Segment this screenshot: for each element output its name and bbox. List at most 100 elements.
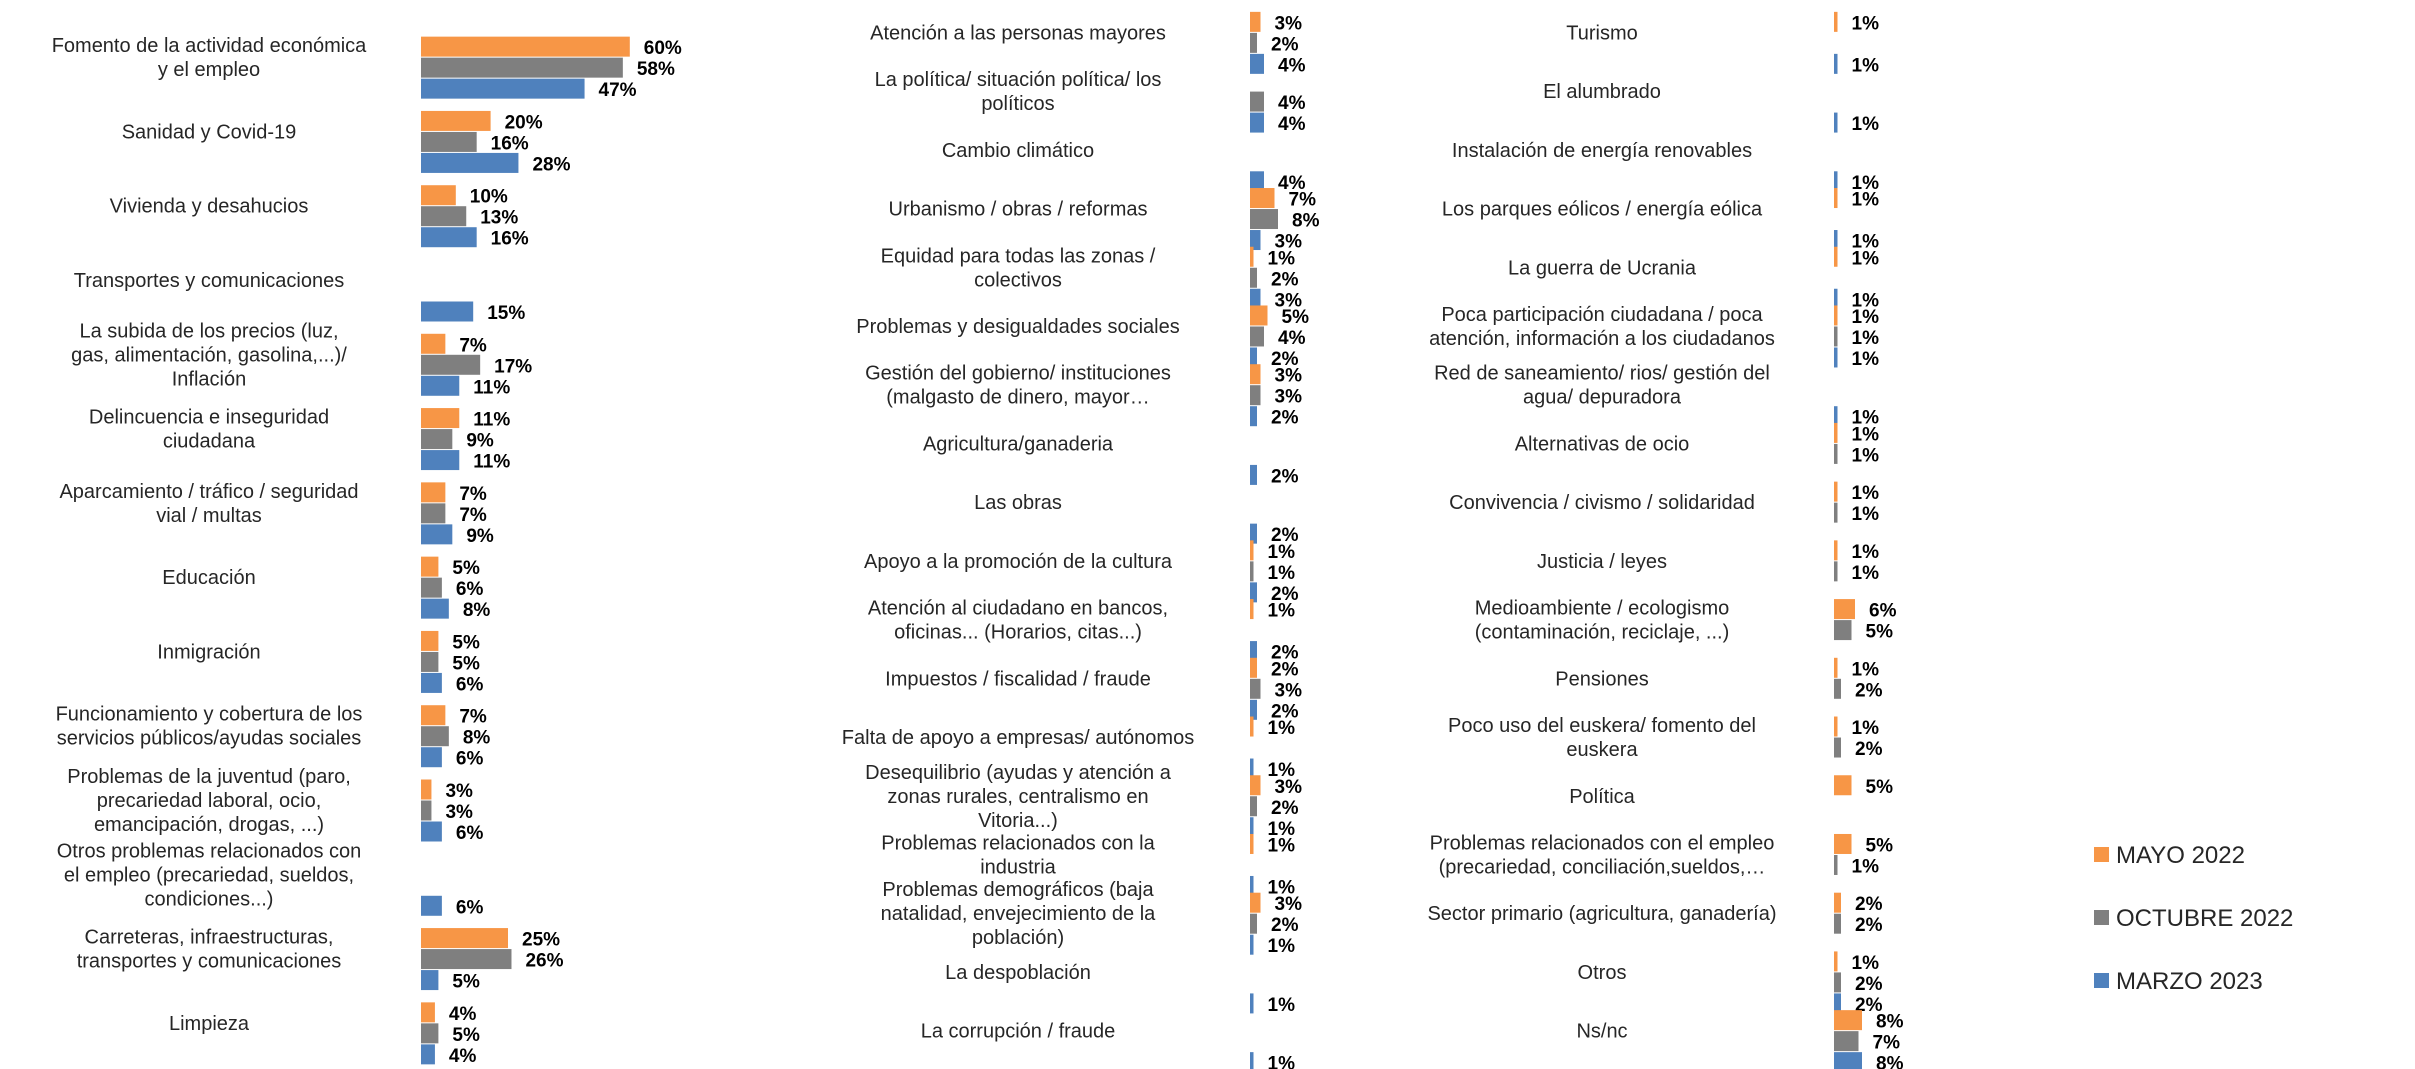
data-label: 7% — [459, 505, 487, 526]
data-label: 3% — [445, 781, 473, 802]
data-label: 9% — [466, 526, 494, 547]
bar — [421, 408, 460, 429]
data-label: 2% — [1271, 798, 1299, 819]
data-label: 1% — [1852, 445, 1880, 466]
data-label: 1% — [1852, 114, 1880, 135]
bar — [1834, 599, 1855, 620]
data-label: 20% — [505, 112, 543, 133]
category-label: Delincuencia e inseguridad ciudadana — [89, 407, 329, 453]
bar — [1250, 833, 1254, 854]
data-label: 1% — [1852, 307, 1880, 328]
legend-label: MARZO 2023 — [2116, 968, 2263, 995]
bar — [1834, 775, 1852, 796]
bar — [1250, 385, 1261, 406]
data-label: 1% — [1852, 953, 1880, 974]
bar — [1834, 993, 1841, 1014]
bar — [1834, 913, 1841, 934]
bar — [1250, 657, 1257, 678]
data-label: 4% — [1278, 173, 1306, 194]
data-label: 2% — [1855, 894, 1883, 915]
category-label: Problemas demográficos (baja natalidad, e… — [881, 879, 1157, 949]
data-label: 3% — [1275, 232, 1303, 253]
data-label: 1% — [1852, 328, 1880, 349]
data-label: 6% — [456, 749, 484, 770]
data-label: 7% — [1873, 1033, 1901, 1054]
data-label: 1% — [1852, 408, 1880, 429]
bar — [1834, 171, 1838, 192]
data-label: 1% — [1852, 232, 1880, 253]
data-label: 5% — [452, 1025, 480, 1046]
data-label: 1% — [1268, 248, 1296, 269]
bar — [1834, 678, 1841, 699]
bar — [1250, 875, 1254, 896]
bar — [421, 503, 446, 524]
data-label: 16% — [491, 229, 529, 250]
bar — [1250, 699, 1257, 720]
bar — [1250, 11, 1261, 32]
bar — [421, 556, 439, 577]
bar — [1834, 406, 1838, 427]
data-label: 2% — [1271, 525, 1299, 546]
data-label: 1% — [1852, 424, 1880, 445]
bar — [421, 970, 439, 991]
bar — [1834, 892, 1841, 913]
bar — [1250, 464, 1257, 485]
bar — [421, 354, 481, 375]
data-label: 1% — [1852, 290, 1880, 311]
legend-swatch — [2094, 847, 2109, 862]
data-label: 1% — [1268, 760, 1296, 781]
data-label: 3% — [1275, 387, 1303, 408]
data-label: 6% — [456, 823, 484, 844]
data-label: 28% — [532, 154, 570, 175]
bar — [1834, 972, 1841, 993]
bar — [421, 78, 585, 99]
bar — [1250, 230, 1261, 251]
bar — [421, 630, 439, 651]
category-label: Cambio climático — [942, 140, 1094, 162]
bar — [421, 333, 446, 354]
bar — [1834, 657, 1838, 678]
bar — [1834, 326, 1838, 347]
bar — [1250, 641, 1257, 662]
bar — [421, 152, 519, 173]
data-label: 2% — [1855, 915, 1883, 936]
data-label: 13% — [480, 208, 518, 229]
data-label: 2% — [1271, 34, 1299, 55]
bar — [1834, 540, 1838, 561]
data-label: 6% — [1869, 601, 1897, 622]
bar — [1834, 854, 1838, 875]
bar — [421, 895, 442, 916]
bar — [421, 800, 432, 821]
bar — [1834, 737, 1841, 758]
category-label: Problemas de la juventud (paro, precaried… — [67, 766, 351, 836]
data-label: 2% — [1855, 680, 1883, 701]
bar — [421, 672, 442, 693]
category-label: Poca participación ciudadana / poca atenc… — [1429, 304, 1775, 350]
data-label: 3% — [1275, 13, 1303, 34]
chart-panel-2: Atención a las personas mayores 3%2%4%La … — [842, 11, 1320, 1069]
data-label: 3% — [1275, 680, 1303, 701]
category-label: Inmigración — [157, 641, 260, 663]
bar — [1834, 347, 1838, 368]
data-label: 17% — [494, 356, 532, 377]
data-label: 8% — [463, 728, 491, 749]
bar — [1250, 246, 1254, 267]
data-label: 26% — [525, 951, 563, 972]
data-label: 60% — [644, 38, 682, 59]
data-label: 1% — [1852, 349, 1880, 370]
data-label: 5% — [452, 972, 480, 993]
data-label: 15% — [487, 303, 525, 324]
data-label: 1% — [1268, 877, 1296, 898]
bar — [1834, 620, 1852, 641]
bar — [421, 450, 460, 471]
category-label: Turismo — [1566, 22, 1637, 44]
data-label: 1% — [1852, 248, 1880, 269]
bar — [421, 1002, 435, 1023]
bar — [1250, 112, 1264, 133]
data-label: 1% — [1852, 659, 1880, 680]
bar — [421, 598, 449, 619]
data-label: 4% — [449, 1004, 477, 1025]
data-label: 7% — [459, 707, 487, 728]
bar — [1250, 326, 1264, 347]
